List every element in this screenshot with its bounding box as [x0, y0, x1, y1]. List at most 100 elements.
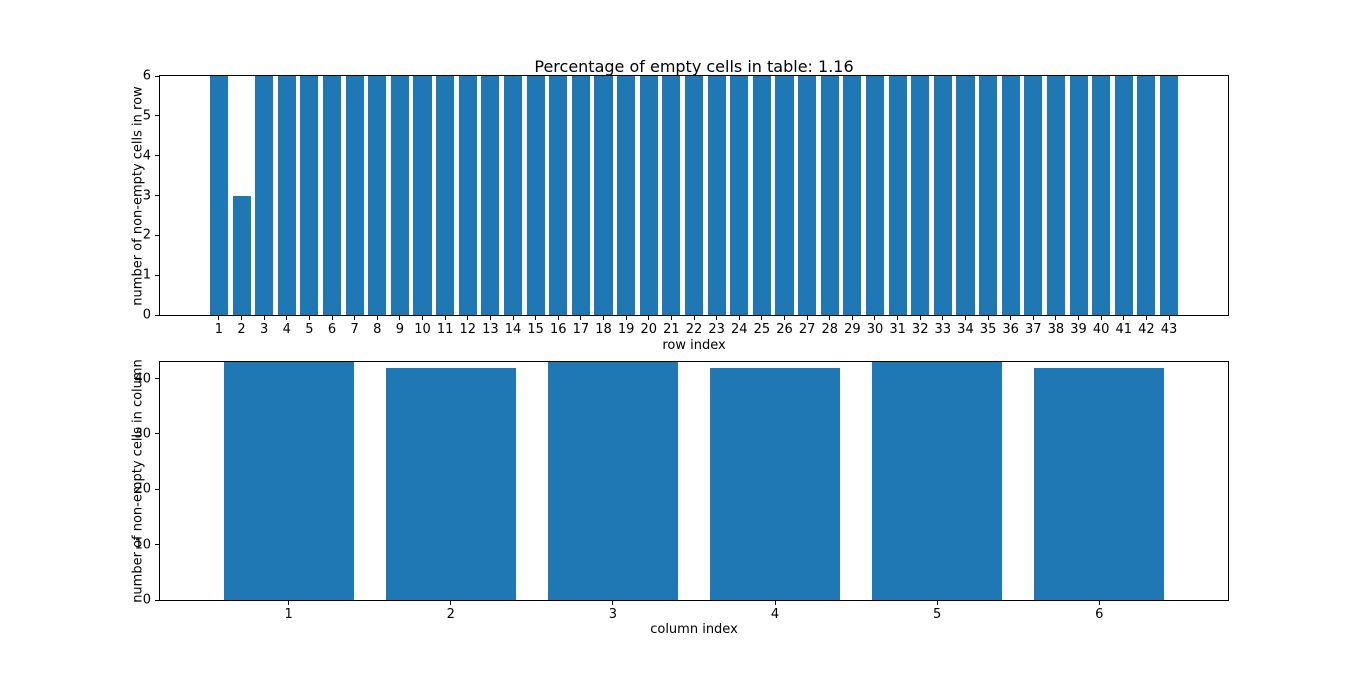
x-tick-mark — [422, 316, 424, 320]
y-tick-mark — [155, 75, 159, 77]
x-tick-label: 3 — [608, 607, 618, 622]
x-tick-label: 20 — [640, 322, 658, 337]
x-tick-label: 31 — [889, 322, 906, 337]
x-tick-label: 5 — [933, 607, 942, 622]
x-tick-label: 39 — [1070, 322, 1087, 337]
x-tick-label: 4 — [770, 607, 780, 622]
bar — [639, 76, 658, 315]
column-chart-x-axis-label: column index — [650, 622, 738, 637]
y-tick-label: 0 — [142, 592, 151, 608]
x-tick-mark — [399, 316, 401, 320]
x-tick-label: 30 — [866, 322, 884, 337]
x-tick-label: 29 — [844, 322, 861, 337]
bar — [843, 76, 862, 315]
x-tick-mark — [648, 316, 650, 320]
x-tick-mark — [625, 316, 627, 320]
bar — [979, 76, 998, 315]
x-tick-mark — [376, 316, 378, 320]
x-tick-mark — [512, 316, 514, 320]
bar — [865, 76, 885, 315]
x-tick-mark — [936, 601, 938, 605]
x-tick-label: 23 — [708, 322, 725, 337]
x-tick-label: 4 — [282, 322, 291, 337]
y-tick-mark — [155, 234, 159, 236]
x-tick-label: 24 — [730, 322, 748, 337]
x-tick-mark — [783, 316, 785, 320]
bar — [1114, 76, 1133, 315]
y-tick-mark — [155, 115, 159, 117]
x-tick-mark — [738, 316, 740, 320]
x-tick-mark — [241, 316, 243, 320]
y-tick-mark — [155, 544, 159, 546]
bar — [458, 76, 477, 315]
x-tick-mark — [612, 601, 614, 605]
x-tick-mark — [774, 601, 776, 605]
x-tick-label: 33 — [934, 322, 952, 337]
x-tick-mark — [557, 316, 559, 320]
column-chart-plot-area — [159, 361, 1229, 601]
x-tick-mark — [1145, 316, 1147, 320]
x-tick-label: 36 — [1002, 322, 1019, 337]
bar — [662, 76, 681, 315]
bar — [368, 76, 387, 315]
x-tick-label: 32 — [911, 322, 929, 337]
x-tick-mark — [331, 316, 333, 320]
x-tick-mark — [761, 316, 763, 320]
x-tick-mark — [693, 316, 695, 320]
bar — [594, 76, 613, 315]
x-tick-label: 1 — [284, 607, 293, 622]
x-tick-mark — [535, 316, 537, 320]
bar — [223, 362, 354, 600]
x-tick-mark — [354, 316, 356, 320]
bar — [1034, 367, 1165, 600]
x-tick-label: 10 — [414, 322, 431, 337]
x-tick-mark — [467, 316, 469, 320]
x-tick-mark — [919, 316, 921, 320]
x-tick-label: 6 — [1095, 607, 1104, 622]
bar — [617, 76, 636, 315]
x-tick-mark — [1055, 316, 1057, 320]
x-tick-mark — [286, 316, 288, 320]
y-tick-label: 0 — [142, 307, 151, 323]
x-tick-mark — [716, 316, 718, 320]
bar — [1092, 76, 1111, 315]
x-tick-label: 27 — [798, 322, 816, 337]
x-tick-mark — [851, 316, 853, 320]
bar — [752, 76, 771, 315]
bar — [933, 76, 952, 315]
chart-title: Percentage of empty cells in table: 1.16 — [534, 57, 854, 76]
bar — [526, 76, 545, 315]
bar — [1024, 76, 1043, 315]
bar — [1046, 76, 1065, 315]
bar — [820, 76, 839, 315]
bar — [385, 367, 516, 600]
x-tick-mark — [806, 316, 808, 320]
bar — [956, 76, 975, 315]
x-tick-label: 40 — [1092, 322, 1110, 337]
x-tick-label: 43 — [1160, 322, 1178, 337]
x-tick-mark — [444, 316, 446, 320]
bar — [390, 76, 409, 315]
x-tick-label: 16 — [549, 322, 567, 337]
x-tick-label: 28 — [821, 322, 838, 337]
bar — [911, 76, 930, 315]
x-tick-mark — [288, 601, 290, 605]
x-tick-label: 37 — [1025, 322, 1042, 337]
bar — [730, 76, 749, 315]
bar — [710, 367, 840, 600]
x-tick-label: 12 — [459, 322, 477, 337]
x-tick-mark — [964, 316, 966, 320]
x-tick-label: 22 — [685, 322, 703, 337]
x-tick-label: 1 — [214, 322, 224, 337]
bar — [1069, 76, 1088, 315]
x-tick-label: 18 — [595, 322, 612, 337]
x-tick-mark — [1100, 316, 1102, 320]
y-tick-label: 30 — [134, 426, 151, 442]
x-tick-mark — [874, 316, 876, 320]
y-tick-label: 10 — [134, 537, 151, 553]
y-tick-mark — [155, 599, 159, 601]
y-tick-label: 2 — [142, 227, 151, 243]
y-tick-label: 5 — [142, 108, 151, 124]
y-tick-mark — [155, 314, 159, 316]
bar — [255, 76, 274, 315]
